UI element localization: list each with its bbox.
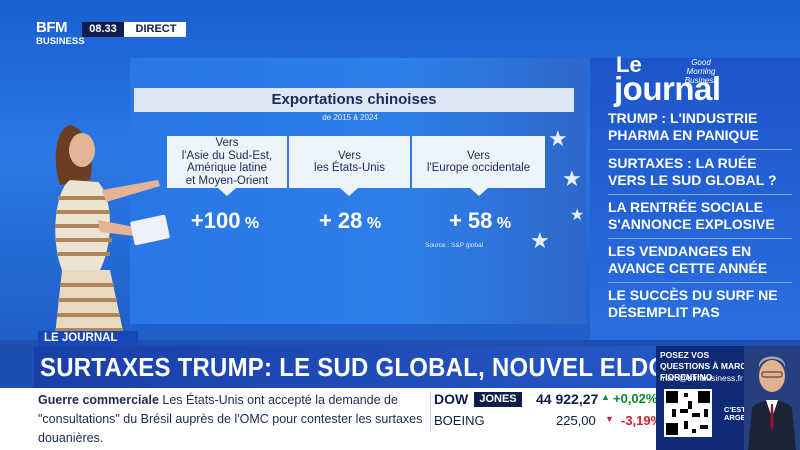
headline-item: TRUMP : L'INDUSTRIE PHARMA EN PANIQUE — [608, 110, 759, 143]
divider — [608, 282, 792, 283]
clock: 08.33 — [82, 22, 124, 37]
source-note: Source : S&P global — [425, 242, 484, 249]
star-icon: ★ — [530, 228, 550, 253]
index-name: DOW — [434, 391, 469, 407]
index-change: +0,02% — [613, 391, 658, 406]
destination-western-europe: Vers l'Europe occidentale — [412, 136, 545, 188]
divider — [608, 149, 792, 150]
section-tag: LE JOURNAL — [38, 331, 138, 346]
divider — [430, 392, 431, 432]
stock-name: BOEING — [434, 413, 485, 428]
ticker-topic: Guerre commerciale — [38, 393, 159, 407]
bfm-logo: BFM — [36, 19, 68, 36]
host-portrait — [744, 346, 800, 450]
divider — [608, 238, 792, 239]
presenter-image — [54, 125, 170, 345]
headline-item: LE SUCCÈS DU SURF NE DÉSEMPLIT PAS — [608, 287, 778, 320]
ticker-line-1: Les États-Unis ont accepté la demande de — [158, 393, 398, 407]
main-headline: SURTAXES TRUMP: LE SUD GLOBAL, NOUVEL EL… — [40, 352, 739, 382]
promo-email: marc@bfmbusiness.fr — [660, 373, 743, 383]
headline-bar — [34, 346, 656, 388]
star-icon: ★ — [548, 126, 568, 151]
growth-value: + 28 % — [318, 208, 382, 233]
down-arrow-icon: ▼ — [605, 414, 614, 424]
up-arrow-icon: ▲ — [601, 392, 610, 402]
journal-logo: journal — [614, 70, 721, 107]
destination-south-east-asia: Vers l'Asie du Sud-Est, Amérique latine … — [167, 136, 287, 188]
index-value: 44 922,27 — [536, 391, 599, 407]
star-icon: ★ — [562, 166, 582, 191]
pointer-arrow — [218, 188, 236, 196]
growth-value: + 58 % — [448, 208, 512, 233]
pointer-arrow — [340, 188, 358, 196]
destination-united-states: Vers les États-Unis — [289, 136, 410, 188]
market-panel — [430, 388, 656, 450]
good-morning-badge: Good Morning Business — [684, 58, 718, 85]
promo-question: POSEZ VOS QUESTIONS À MARC FIORENTINO — [660, 350, 747, 382]
chart-title: Exportations chinoises — [134, 88, 574, 112]
ticker-line-2: "consultations" du Brésil auprès de l'OM… — [38, 412, 423, 445]
chart-period: de 2015 à 2024 — [322, 113, 378, 122]
star-icon: ★ — [570, 207, 585, 224]
divider — [608, 194, 792, 195]
bfm-logo-subtitle: BUSINESS — [36, 36, 85, 47]
headline-item: LA RENTRÉE SOCIALE S'ANNONCE EXPLOSIVE — [608, 199, 775, 232]
index-badge: JONES — [474, 392, 522, 407]
journal-logo-le: Le — [616, 52, 642, 77]
qr-code-icon — [664, 389, 712, 437]
live-badge: DIRECT — [135, 23, 177, 35]
growth-value: +100 % — [190, 208, 260, 233]
ticker-text: Guerre commerciale Les États-Unis ont ac… — [38, 391, 428, 448]
stock-change: -3,19% — [621, 413, 663, 428]
pointer-arrow — [470, 188, 488, 196]
headline-item: LES VENDANGES EN AVANCE CETTE ANNÉE — [608, 243, 768, 276]
studio-right-wall — [590, 58, 800, 340]
stock-value: 225,00 — [556, 413, 596, 428]
headline-item: SURTAXES : LA RUÉE VERS LE SUD GLOBAL ? — [608, 155, 777, 188]
